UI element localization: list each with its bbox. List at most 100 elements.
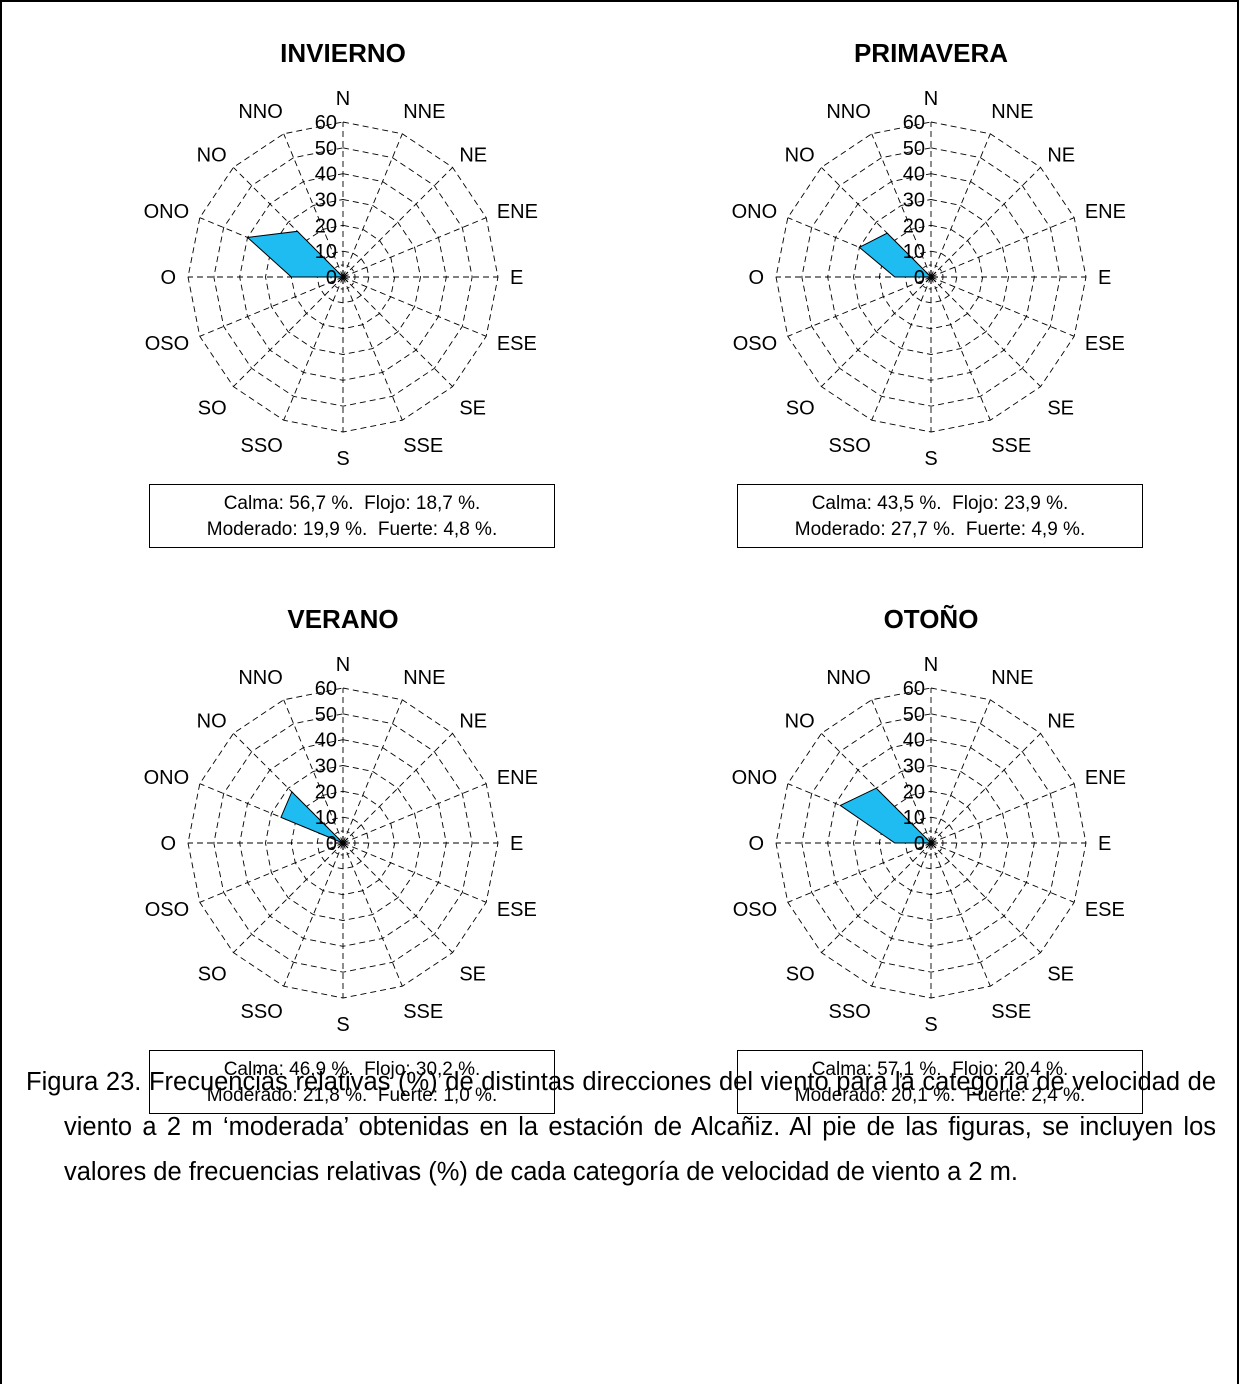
direction-label-n: N xyxy=(924,654,938,676)
spoke xyxy=(930,699,991,844)
center-mark xyxy=(342,842,349,849)
wind-rose-invierno: INVIERNO 0 10 20 30 40 50 60N NNE NE ENE E ESE SE SSE S… xyxy=(144,38,538,470)
spoke xyxy=(871,133,932,278)
direction-label-sso: SSO xyxy=(829,435,871,457)
center-mark xyxy=(342,271,349,278)
direction-label-nno: NNO xyxy=(826,101,870,123)
direction-label-e: E xyxy=(510,267,523,289)
direction-label-ono: ONO xyxy=(732,767,778,789)
direction-label-sso: SSO xyxy=(241,1001,283,1023)
r-tick-label: 10 xyxy=(315,807,337,829)
r-tick-label: 40 xyxy=(315,164,337,186)
center-mark xyxy=(925,837,932,844)
spoke xyxy=(930,276,1041,387)
spoke xyxy=(930,133,991,278)
stats-line-1: Calma: 56,7 %. Flojo: 18,7 %. xyxy=(223,493,481,514)
r-tick-label: 10 xyxy=(315,241,337,263)
spoke xyxy=(342,276,403,421)
center-mark xyxy=(925,842,932,849)
direction-label-ese: ESE xyxy=(497,899,537,921)
center-mark xyxy=(925,276,932,283)
direction-label-nno: NNO xyxy=(238,667,282,689)
spoke xyxy=(930,783,1075,844)
r-tick-label: 60 xyxy=(315,678,337,700)
direction-label-ene: ENE xyxy=(1085,767,1126,789)
direction-label-nno: NNO xyxy=(826,667,870,689)
direction-label-se: SE xyxy=(1047,397,1074,419)
data-area xyxy=(858,232,933,278)
direction-label-ene: ENE xyxy=(497,767,538,789)
r-tick-label: 40 xyxy=(315,730,337,752)
r-tick-label: 10 xyxy=(903,807,925,829)
stats-box-invierno: Calma: 56,7 %. Flojo: 18,7 %. Moderado: … xyxy=(149,484,555,548)
chart-title: OTOÑO xyxy=(884,604,979,634)
spoke xyxy=(930,842,1041,953)
direction-label-nne: NNE xyxy=(403,667,445,689)
center-mark xyxy=(337,842,344,849)
direction-label-oso: OSO xyxy=(733,899,777,921)
direction-label-no: NO xyxy=(785,711,815,733)
center-mark xyxy=(337,276,344,283)
r-tick-label: 60 xyxy=(903,112,925,134)
r-tick-label: 60 xyxy=(903,678,925,700)
center-mark xyxy=(930,276,937,283)
spoke xyxy=(342,699,403,844)
center-mark xyxy=(930,837,937,844)
center-mark xyxy=(930,842,937,849)
spoke xyxy=(930,842,991,987)
r-tick-label: 20 xyxy=(903,215,925,237)
direction-label-ne: NE xyxy=(1047,711,1075,733)
stats-line-2: Moderado: 19,9 %. Fuerte: 4,8 %. xyxy=(206,519,498,540)
direction-label-so: SO xyxy=(198,397,227,419)
direction-label-so: SO xyxy=(198,963,227,985)
spoke xyxy=(199,842,344,903)
direction-label-no: NO xyxy=(197,145,227,167)
stats-line-1: Calma: 43,5 %. Flojo: 23,9 %. xyxy=(811,493,1069,514)
spoke xyxy=(821,276,932,387)
spoke xyxy=(233,842,344,953)
wind-rose-otono: OTOÑO 0 10 20 30 40 50 60N NNE NE ENE E ESE SE SSE S SSO… xyxy=(732,604,1126,1036)
center-mark xyxy=(342,276,349,283)
r-tick-label: 30 xyxy=(315,190,337,212)
direction-label-e: E xyxy=(1098,267,1111,289)
spoke xyxy=(283,699,344,844)
direction-label-se: SE xyxy=(459,963,486,985)
data-area xyxy=(246,230,345,278)
stats-line-2: Moderado: 21,8 %. Fuerte: 1,0 %. xyxy=(206,1085,498,1106)
spoke xyxy=(930,842,1075,903)
spoke xyxy=(930,167,1041,278)
r-tick-label: 0 xyxy=(326,833,337,855)
figure-caption: Figura 23. Frecuencias relativas (%) de … xyxy=(26,1068,1216,1186)
r-tick-label: 50 xyxy=(903,138,925,160)
r-tick-label: 20 xyxy=(315,781,337,803)
r-tick-label: 30 xyxy=(903,756,925,778)
spoke xyxy=(787,276,932,337)
center-mark xyxy=(337,271,344,278)
center-mark xyxy=(337,837,344,844)
direction-label-sse: SSE xyxy=(403,1001,443,1023)
direction-label-ese: ESE xyxy=(497,333,537,355)
stats-line-1: Calma: 46,9 %. Flojo: 30,2 %. xyxy=(223,1059,481,1080)
direction-label-ne: NE xyxy=(459,711,487,733)
r-tick-label: 30 xyxy=(315,756,337,778)
r-tick-label: 30 xyxy=(903,190,925,212)
direction-label-ne: NE xyxy=(1047,145,1075,167)
chart-title: VERANO xyxy=(287,604,398,634)
direction-label-oso: OSO xyxy=(733,333,777,355)
direction-label-se: SE xyxy=(459,397,486,419)
grid-ring xyxy=(853,199,1009,355)
direction-label-nne: NNE xyxy=(991,667,1033,689)
direction-label-ese: ESE xyxy=(1085,899,1125,921)
spoke xyxy=(233,276,344,387)
r-tick-label: 60 xyxy=(315,112,337,134)
spoke xyxy=(930,276,1075,337)
direction-label-ono: ONO xyxy=(732,201,778,223)
spoke xyxy=(342,217,487,278)
direction-label-sso: SSO xyxy=(829,1001,871,1023)
direction-label-n: N xyxy=(924,88,938,110)
direction-label-s: S xyxy=(336,1014,349,1036)
direction-label-ene: ENE xyxy=(1085,201,1126,223)
direction-label-so: SO xyxy=(786,397,815,419)
spoke xyxy=(821,842,932,953)
direction-label-o: O xyxy=(748,833,764,855)
